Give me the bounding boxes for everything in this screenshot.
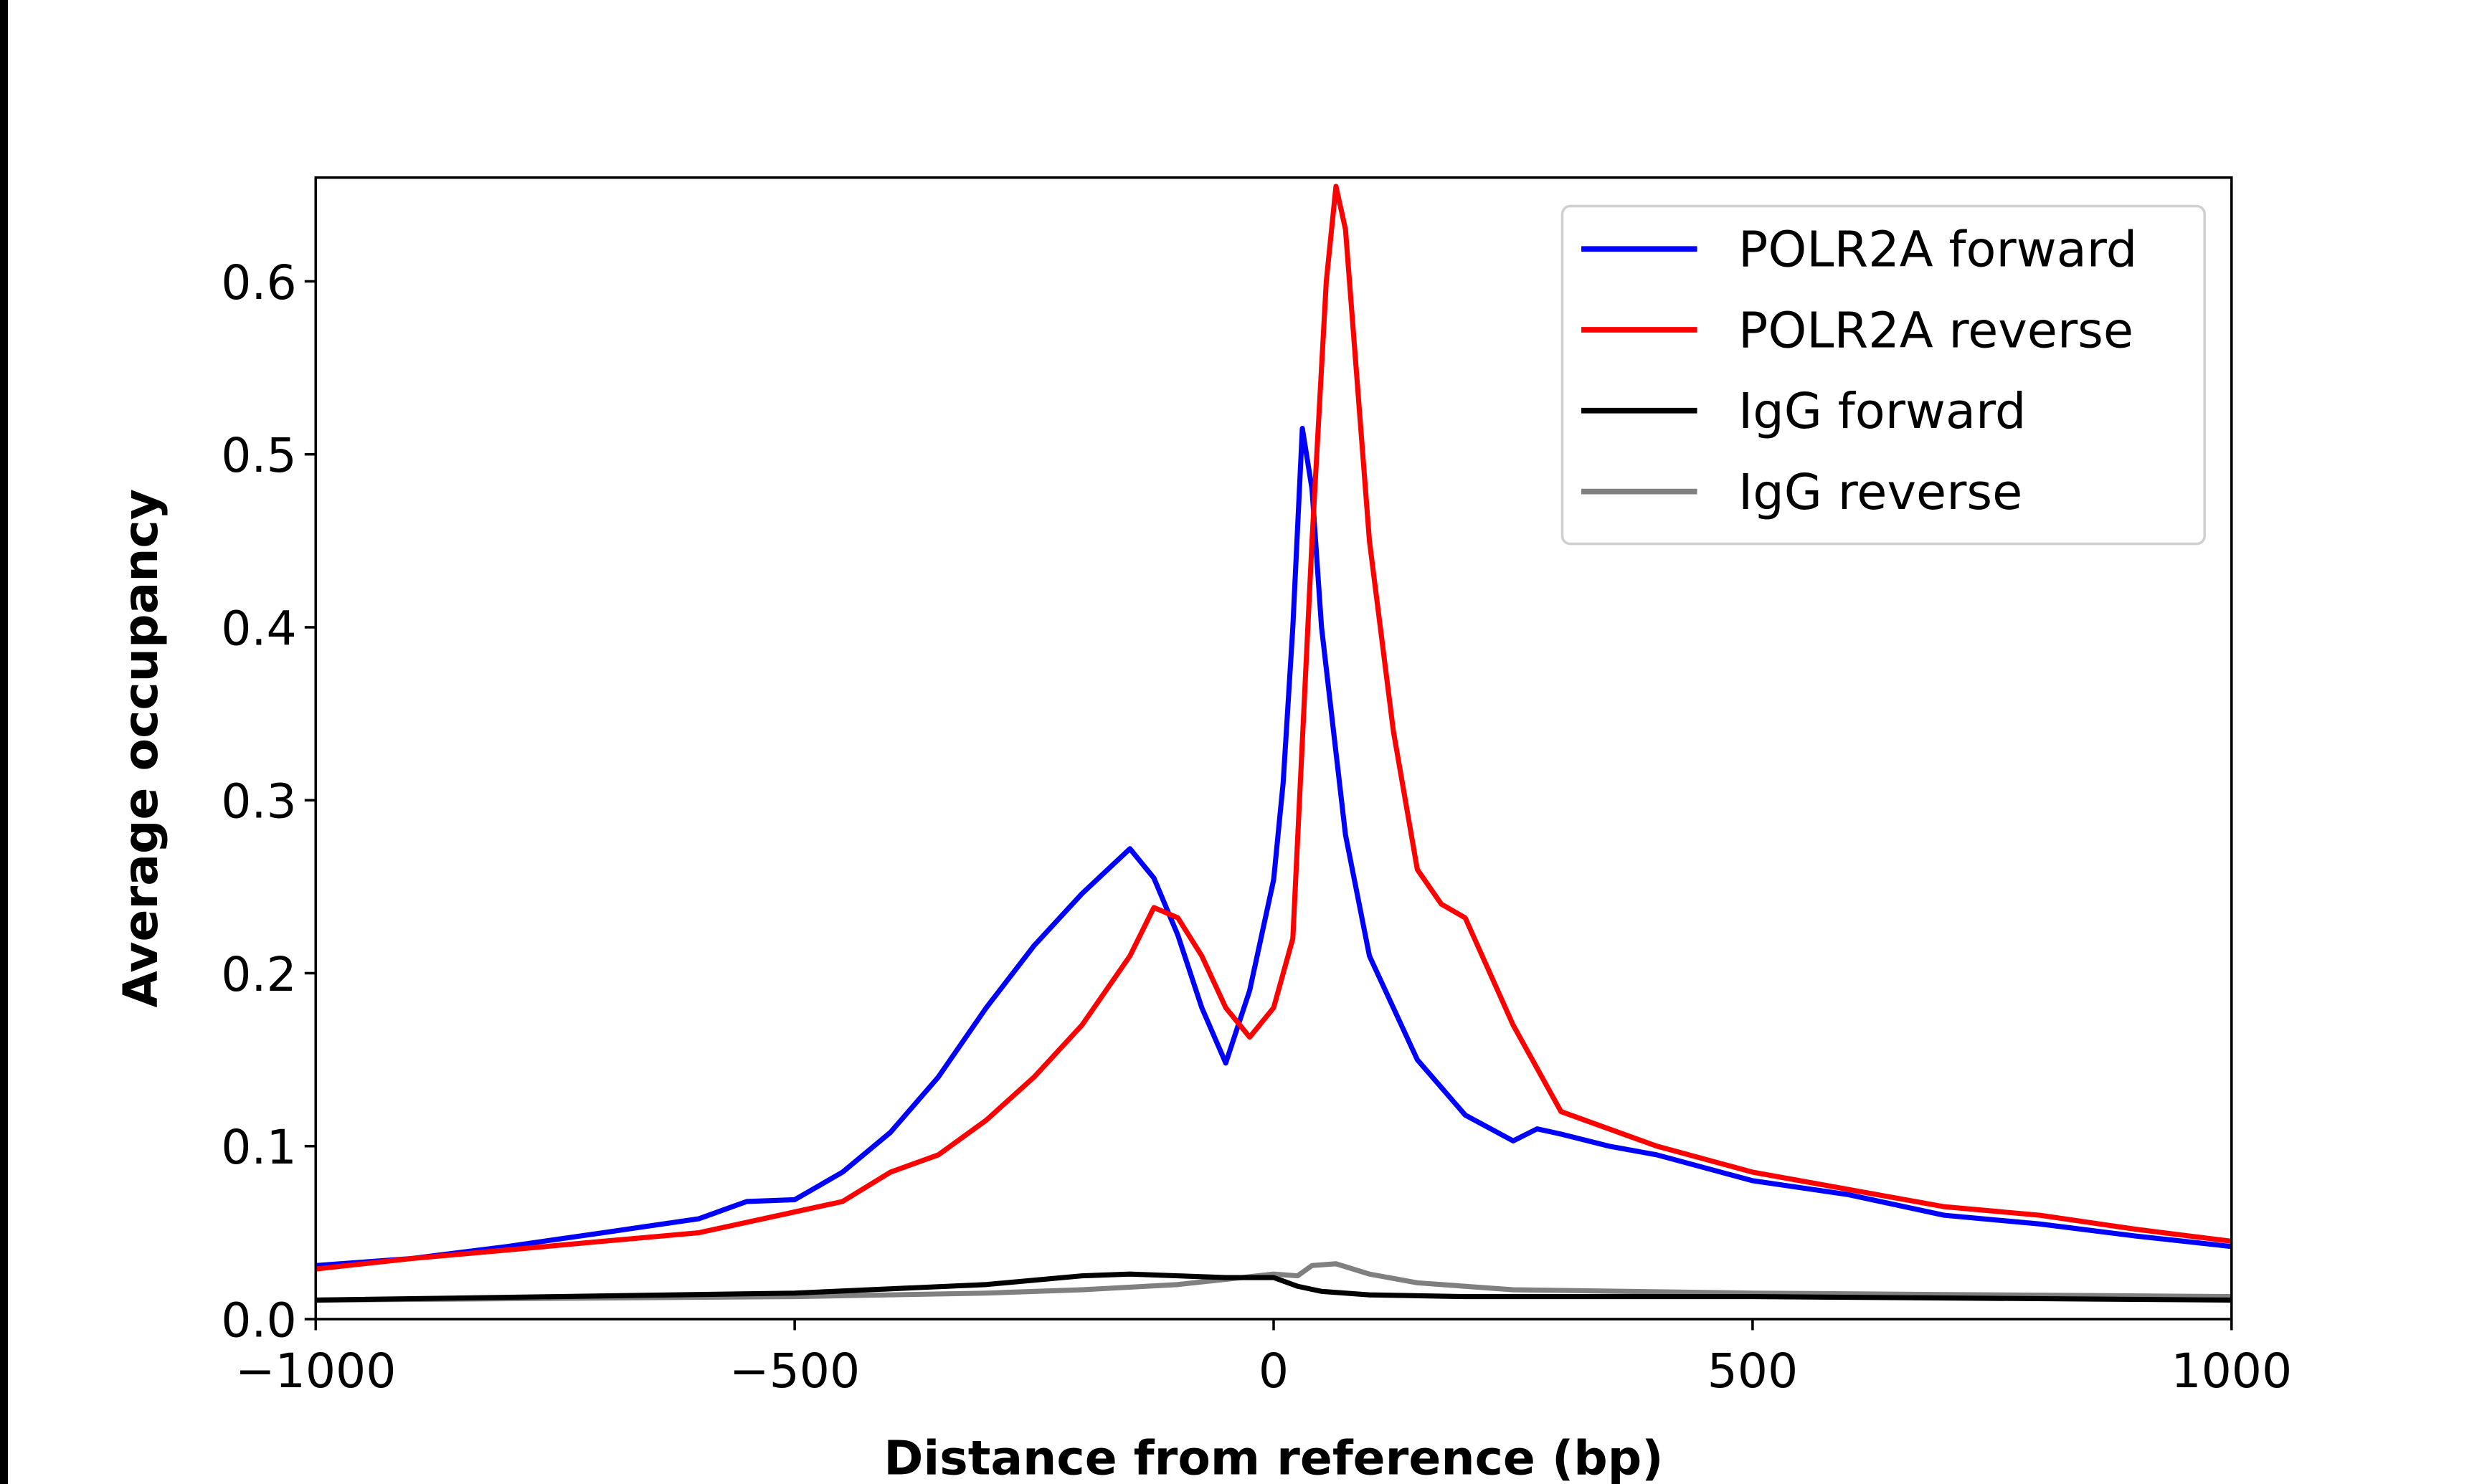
legend-item: IgG forward xyxy=(1581,383,2026,440)
legend-item: POLR2A reverse xyxy=(1581,302,2133,359)
series-line-polr2a-forward xyxy=(315,426,2232,1268)
legend-frame xyxy=(1560,204,2206,546)
y-axis: 0.0 0.1 0.2 0.3 0.4 0.5 0.6 xyxy=(221,255,316,1348)
y-tick-label: 0.1 xyxy=(221,1119,296,1175)
legend-label: IgG forward xyxy=(1738,383,2026,440)
series-line-polr2a-reverse xyxy=(315,184,2232,1272)
y-tick-label: 0.4 xyxy=(221,600,296,656)
legend-label: POLR2A forward xyxy=(1738,222,2137,279)
x-tick-label: −1000 xyxy=(235,1343,396,1399)
y-tick-label: 0.6 xyxy=(221,255,296,310)
x-tick-label: 0 xyxy=(1259,1343,1289,1399)
series-layer xyxy=(315,184,2232,1303)
series-line-igg-reverse xyxy=(316,1261,2232,1303)
x-tick-label: 500 xyxy=(1707,1343,1799,1399)
left-border-bar xyxy=(0,0,8,1484)
y-tick-label: 0.2 xyxy=(221,946,296,1002)
y-tick-label: 0.3 xyxy=(221,774,296,829)
legend: POLR2A forward POLR2A reverse IgG forward I… xyxy=(1560,204,2206,546)
x-tick-label: 1000 xyxy=(2171,1343,2292,1399)
legend-label: POLR2A reverse xyxy=(1738,302,2133,359)
x-axis-label: Distance from reference (bp) xyxy=(884,1430,1663,1484)
legend-item: IgG reverse xyxy=(1581,464,2022,521)
y-axis-label: Average occupancy xyxy=(113,489,169,1008)
y-tick-label: 0.0 xyxy=(221,1292,296,1348)
legend-item: POLR2A forward xyxy=(1581,222,2137,279)
series-line-igg-forward xyxy=(316,1271,2232,1303)
legend-label: IgG reverse xyxy=(1738,464,2022,521)
x-axis: −1000 −500 0 500 1000 xyxy=(235,1319,2292,1399)
y-tick-label: 0.5 xyxy=(221,427,296,483)
x-tick-label: −500 xyxy=(729,1343,860,1399)
